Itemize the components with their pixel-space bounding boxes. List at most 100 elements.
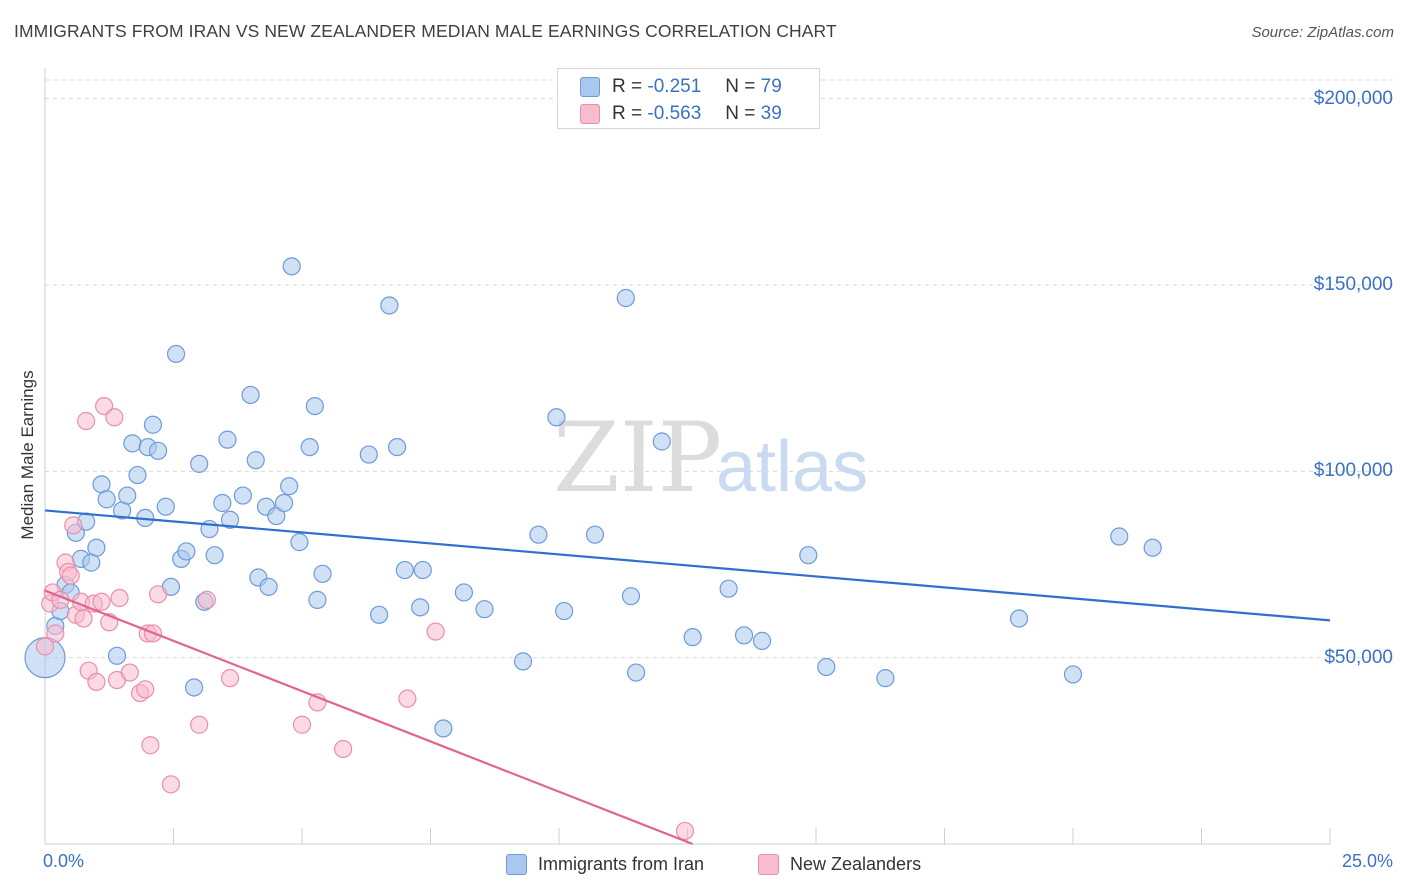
newzealand-point	[64, 516, 83, 535]
iran-point	[274, 493, 294, 513]
iran-point	[305, 396, 324, 416]
iran-point	[475, 600, 494, 619]
newzealand-point	[35, 637, 55, 656]
newzealand-point	[95, 396, 114, 416]
iran-point	[380, 296, 399, 315]
iran-point	[107, 646, 127, 665]
iran-point	[308, 590, 327, 609]
legend-r-value: -0.251	[647, 76, 702, 97]
y-axis-label: Median Male Earnings	[18, 370, 37, 540]
iran-point	[616, 288, 635, 308]
iran-point	[313, 564, 332, 583]
iran-point	[719, 579, 738, 598]
iran-point	[143, 415, 163, 434]
watermark-zip: ZIP	[553, 402, 722, 514]
legend-row-iran: R = -0.251 N = 79	[580, 74, 782, 100]
iran-point	[282, 257, 301, 276]
iran-point	[259, 577, 278, 596]
iran-point	[585, 525, 605, 544]
iran-point	[799, 546, 818, 565]
newzealand-point	[197, 590, 217, 609]
y-tick-label: $200,000	[1313, 87, 1393, 109]
iran-point	[621, 587, 641, 606]
bottom-legend-label-newzealand: New Zealanders	[790, 853, 922, 874]
newzealand-point	[46, 624, 65, 643]
legend-r-value: -0.563	[647, 103, 702, 124]
newzealand-point	[120, 663, 139, 682]
iran-point	[87, 538, 106, 557]
correlation-legend: R = -0.251 N = 79 R = -0.563 N = 39	[557, 68, 820, 129]
source-note: Source: ZipAtlas.com	[1251, 24, 1394, 41]
legend-n-value: 79	[760, 76, 782, 97]
iran-point	[395, 560, 414, 580]
newzealand-point	[92, 592, 111, 611]
newzealand-point	[74, 609, 93, 628]
newzealand-point	[426, 622, 445, 641]
iran-point	[118, 486, 137, 505]
legend-swatch-newzealand	[580, 104, 600, 124]
newzealand-point	[292, 715, 312, 734]
bottom-legend-swatch-newzealand	[758, 853, 779, 875]
iran-point	[817, 657, 836, 677]
watermark: ZIP atlas	[553, 402, 868, 514]
newzealand-point	[105, 408, 124, 427]
iran-point	[280, 477, 299, 496]
trend-line-iran	[44, 509, 1331, 622]
legend-row-newzealand: R = -0.563 N = 39	[580, 101, 782, 127]
iran-point	[683, 628, 702, 647]
iran-point	[652, 432, 671, 451]
y-tick-label: $100,000	[1313, 460, 1393, 482]
bottom-legend-newzealand[interactable]: New Zealanders	[758, 852, 921, 876]
iran-point	[218, 430, 237, 449]
legend-r-label: R =	[612, 76, 643, 97]
trend-line-newzealand	[44, 589, 694, 846]
y-tick-label: $50,000	[1324, 646, 1393, 668]
chart-title: IMMIGRANTS FROM IRAN VS NEW ZEALANDER ME…	[14, 21, 837, 41]
iran-point	[290, 533, 309, 552]
iran-point	[387, 437, 407, 457]
newzealand-point	[190, 715, 209, 734]
x-tick-label-min: 0.0%	[43, 851, 85, 871]
iran-point	[246, 451, 265, 470]
iran-point	[555, 601, 574, 621]
iran-point	[626, 663, 646, 682]
iran-point	[184, 678, 204, 697]
legend-swatch-iran	[580, 77, 600, 97]
series-newzealand-points	[35, 396, 695, 841]
newzealand-point	[141, 736, 160, 755]
newzealand-point	[87, 672, 106, 691]
legend-n-label: N =	[725, 103, 756, 124]
legend-n-value: 39	[760, 103, 782, 124]
newzealand-point	[675, 821, 695, 841]
newzealand-point	[220, 669, 240, 688]
grid-lines	[45, 79, 1395, 659]
iran-point	[128, 465, 147, 485]
iran-point	[411, 598, 430, 617]
iran-point	[529, 525, 548, 544]
trend-lines	[44, 509, 1331, 846]
iran-point	[359, 445, 378, 464]
watermark-atlas: atlas	[716, 427, 868, 507]
iran-point	[370, 605, 389, 624]
iran-point	[220, 510, 240, 529]
newzealand-point	[161, 775, 181, 794]
iran-point	[1063, 665, 1083, 684]
x-tick-label-max: 25.0%	[1341, 851, 1393, 871]
bottom-legend-iran[interactable]: Immigrants from Iran	[506, 852, 704, 876]
iran-point	[300, 437, 319, 457]
iran-point	[97, 490, 116, 509]
iran-point	[213, 493, 232, 513]
newzealand-point	[61, 566, 80, 585]
newzealand-point	[148, 585, 168, 604]
iran-point	[434, 719, 453, 738]
iran-point	[1110, 527, 1129, 546]
iran-point	[413, 560, 432, 580]
iran-point	[177, 542, 196, 561]
bottom-legend-swatch-iran	[506, 853, 527, 875]
iran-point	[241, 385, 260, 405]
iran-point	[148, 441, 168, 460]
y-tick-label: $150,000	[1313, 273, 1393, 295]
iran-point	[734, 626, 754, 645]
newzealand-point	[334, 739, 353, 759]
iran-point	[876, 669, 895, 688]
